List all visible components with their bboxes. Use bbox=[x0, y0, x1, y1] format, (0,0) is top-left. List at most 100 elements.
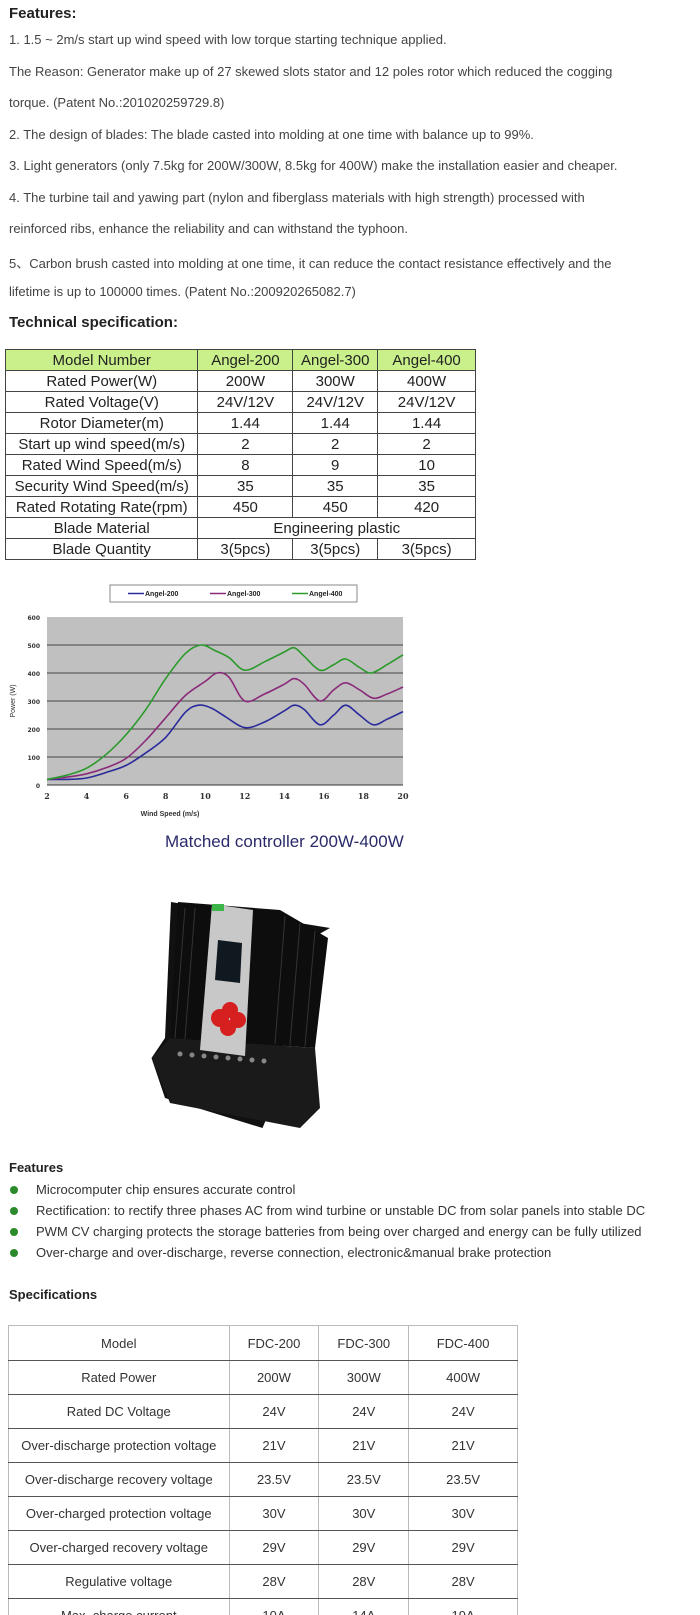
table-cell: FDC-300 bbox=[318, 1325, 410, 1361]
table-cell: 3(5pcs) bbox=[377, 538, 476, 560]
table-cell: 21V bbox=[408, 1428, 518, 1463]
controller-title: Matched controller 200W-400W bbox=[165, 832, 404, 851]
table-cell: Rated Wind Speed(m/s) bbox=[4, 454, 199, 476]
table-cell: FDC-400 bbox=[408, 1325, 518, 1361]
table-cell: Start up wind speed(m/s) bbox=[4, 433, 199, 455]
table-cell: Model bbox=[8, 1325, 230, 1361]
table-header-row: Model Number Angel-200 Angel-300 Angel-400 bbox=[4, 349, 476, 371]
table-cell: Rotor Diameter(m) bbox=[4, 412, 199, 434]
feature-bullet-text: PWM CV charging protects the storage bat… bbox=[36, 1224, 642, 1239]
x-tick-label: 4 bbox=[84, 791, 90, 801]
table-cell: 2 bbox=[292, 433, 379, 455]
table-row: Security Wind Speed(m/s) 35 35 35 bbox=[4, 475, 476, 497]
table-row: Over-charged protection voltage 30V 30V 30V bbox=[8, 1496, 518, 1531]
feature-line: 1. 1.5 ~ 2m/s start up wind speed with l… bbox=[9, 32, 447, 47]
table-cell: 24V bbox=[228, 1394, 320, 1429]
table-cell: 29V bbox=[228, 1530, 320, 1565]
table-cell: 30V bbox=[318, 1496, 410, 1531]
table-cell: 24V bbox=[318, 1394, 410, 1429]
table-cell: Angel-400 bbox=[377, 349, 476, 371]
x-tick-label: 8 bbox=[163, 791, 169, 801]
table-row: Rated Rotating Rate(rpm) 450 450 420 bbox=[4, 496, 476, 518]
tech-spec-table: Model Number Angel-200 Angel-300 Angel-400 R… bbox=[4, 349, 476, 560]
table-row: Over-discharge recovery voltage 23.5V 23.5… bbox=[8, 1462, 518, 1497]
bullet-icon bbox=[10, 1249, 18, 1257]
table-cell: 23.5V bbox=[408, 1462, 518, 1497]
table-row: Over-discharge protection voltage 21V 21V 2… bbox=[8, 1428, 518, 1463]
y-tick-label: 500 bbox=[27, 643, 40, 650]
table-cell: Regulative voltage bbox=[8, 1564, 230, 1599]
feature-bullet-text: Over-charge and over-discharge, reverse … bbox=[36, 1245, 552, 1260]
table-row: Rotor Diameter(m) 1.44 1.44 1.44 bbox=[4, 412, 476, 434]
table-cell: Model Number bbox=[4, 349, 199, 371]
table-cell: 35 bbox=[197, 475, 294, 497]
x-tick-label: 6 bbox=[123, 791, 129, 801]
table-row: Rated Power 200W 300W 400W bbox=[8, 1360, 518, 1395]
controller-product-image bbox=[151, 902, 330, 1128]
series-line-angel-300 bbox=[46, 671, 404, 781]
table-cell: 28V bbox=[228, 1564, 320, 1599]
table-cell: 1.44 bbox=[377, 412, 476, 434]
table-cell: 3(5pcs) bbox=[197, 538, 294, 560]
table-cell: 8 bbox=[197, 454, 294, 476]
table-cell: Engineering plastic bbox=[197, 517, 476, 539]
y-tick-label: 300 bbox=[27, 699, 40, 706]
x-tick-label: 14 bbox=[279, 791, 291, 801]
y-tick-label: 200 bbox=[27, 727, 40, 734]
legend-label: Angel-300 bbox=[227, 591, 261, 598]
table-cell: 24V/12V bbox=[197, 391, 294, 413]
table-cell: 3(5pcs) bbox=[292, 538, 379, 560]
table-cell: Over-charged protection voltage bbox=[8, 1496, 230, 1531]
x-tick-label: 20 bbox=[397, 791, 409, 801]
y-tick-label: 100 bbox=[27, 755, 40, 762]
table-cell: 21V bbox=[318, 1428, 410, 1463]
series-line-angel-400 bbox=[46, 644, 404, 781]
table-cell: Rated Voltage(V) bbox=[4, 391, 199, 413]
features-heading: Features: bbox=[9, 5, 77, 22]
tech-spec-heading: Technical specification: bbox=[9, 314, 178, 331]
legend-label: Angel-200 bbox=[145, 591, 179, 598]
table-row: Regulative voltage 28V 28V 28V bbox=[8, 1564, 518, 1599]
feature-line: lifetime is up to 100000 times. (Patent … bbox=[9, 284, 356, 299]
table-cell: 420 bbox=[377, 496, 476, 518]
table-cell: Over-discharge protection voltage bbox=[8, 1428, 230, 1463]
specifications-table: Model FDC-200 FDC-300 FDC-400 Rated Power 200… bbox=[8, 1325, 518, 1615]
table-row: Rated DC Voltage 24V 24V 24V bbox=[8, 1394, 518, 1429]
table-cell: Over-charged recovery voltage bbox=[8, 1530, 230, 1565]
table-cell: 1.44 bbox=[197, 412, 294, 434]
table-cell: Security Wind Speed(m/s) bbox=[4, 475, 199, 497]
table-row: Over-charged recovery voltage 29V 29V 29V bbox=[8, 1530, 518, 1565]
table-cell: 300W bbox=[318, 1360, 410, 1395]
table-row: Rated Power(W) 200W 300W 400W bbox=[4, 370, 476, 392]
specifications-heading: Specifications bbox=[9, 1287, 98, 1302]
legend-label: Angel-400 bbox=[309, 591, 343, 598]
table-cell: Angel-200 bbox=[197, 349, 294, 371]
table-cell: Rated DC Voltage bbox=[8, 1394, 230, 1429]
y-tick-label: 0 bbox=[36, 783, 40, 790]
table-cell: 300W bbox=[292, 370, 379, 392]
bullet-icon bbox=[10, 1186, 18, 1194]
feature-line: reinforced ribs, enhance the reliability… bbox=[9, 221, 408, 236]
table-cell: Blade Quantity bbox=[4, 538, 199, 560]
table-cell: Blade Material bbox=[4, 517, 199, 539]
table-cell: 29V bbox=[318, 1530, 410, 1565]
table-cell: 24V/12V bbox=[377, 391, 476, 413]
table-cell: 9 bbox=[292, 454, 379, 476]
x-tick-label: 10 bbox=[200, 791, 212, 801]
table-cell: 23.5V bbox=[318, 1462, 410, 1497]
table-cell: FDC-200 bbox=[228, 1325, 320, 1361]
table-cell: 29V bbox=[408, 1530, 518, 1565]
table-cell: Angel-300 bbox=[292, 349, 379, 371]
feature-bullet-text: Rectification: to rectify three phases A… bbox=[36, 1203, 646, 1218]
bullet-icon bbox=[10, 1228, 18, 1236]
x-tick-label: 2 bbox=[44, 791, 50, 801]
table-cell: 450 bbox=[292, 496, 379, 518]
table-cell: Rated Power bbox=[8, 1360, 230, 1395]
table-cell: 1.44 bbox=[292, 412, 379, 434]
table-cell: 2 bbox=[197, 433, 294, 455]
table-cell: Over-discharge recovery voltage bbox=[8, 1462, 230, 1497]
table-cell: 10 bbox=[377, 454, 476, 476]
y-tick-label: 400 bbox=[27, 671, 40, 678]
table-cell: 14A bbox=[318, 1598, 410, 1615]
table-cell: 19A bbox=[408, 1598, 518, 1615]
